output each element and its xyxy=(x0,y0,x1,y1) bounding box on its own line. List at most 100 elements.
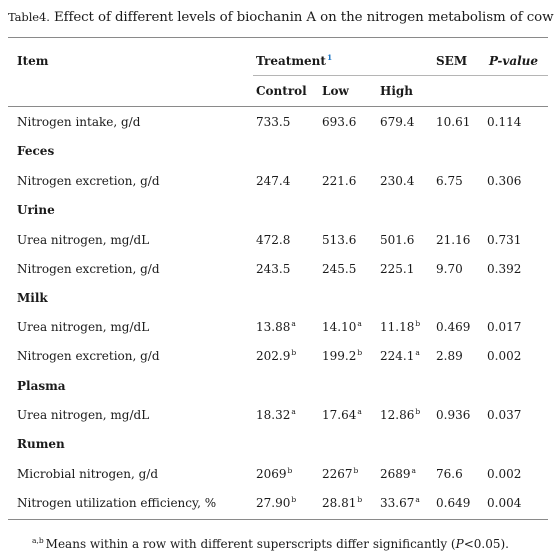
cell-value: 733.5 xyxy=(256,115,291,129)
significance-superscript: b xyxy=(415,407,421,416)
cell-low: 17.64a xyxy=(322,408,362,422)
cell-sem: 10.61 xyxy=(436,115,470,129)
cell-value: 225.1 xyxy=(380,262,415,276)
cell-p: 0.017 xyxy=(487,320,521,334)
row-label: Nitrogen intake, g/d xyxy=(17,115,140,129)
cell-sem: 21.16 xyxy=(436,233,470,247)
cell-value: 513.6 xyxy=(322,233,357,247)
cell-control: 472.8 xyxy=(256,233,290,247)
cell-low: 199.2b xyxy=(322,349,362,363)
cell-value: 243.5 xyxy=(256,262,291,276)
significance-superscript: a xyxy=(415,348,420,357)
cell-sem: 9.70 xyxy=(436,262,463,276)
cell-high: 224.1a xyxy=(380,349,420,363)
treatment-subrule xyxy=(253,75,548,76)
footnote-marks: a,b xyxy=(32,536,44,545)
header-low: Low xyxy=(322,84,349,98)
significance-superscript: b xyxy=(353,466,359,475)
significance-superscript: a xyxy=(411,466,417,475)
cell-value: 10.61 xyxy=(436,115,471,129)
cell-value: 247.4 xyxy=(256,174,291,188)
cell-p: 0.114 xyxy=(487,115,521,129)
cell-value: 76.6 xyxy=(436,467,463,481)
cell-value: 2069 xyxy=(256,467,287,481)
row-label: Urea nitrogen, mg/dL xyxy=(17,320,149,334)
cell-low: 513.6 xyxy=(322,233,356,247)
cell-sem: 76.6 xyxy=(436,467,463,481)
cell-value: 224.1 xyxy=(380,349,415,363)
section-heading: Urine xyxy=(17,203,55,217)
table-caption: Table4. Effect of different levels of bi… xyxy=(8,10,554,25)
row-label: Nitrogen excretion, g/d xyxy=(17,262,160,276)
footnote-text-1: Means within a row with different supers… xyxy=(45,537,456,551)
cell-value: 199.2 xyxy=(322,349,357,363)
cell-value: 501.6 xyxy=(380,233,415,247)
cell-value: 0.002 xyxy=(487,349,522,363)
cell-value: 2267 xyxy=(322,467,353,481)
cell-sem: 0.649 xyxy=(436,496,470,510)
cell-value: Nitrogen excretion, g/d xyxy=(17,174,160,188)
cell-value: 2689 xyxy=(380,467,411,481)
cell-high: 679.4 xyxy=(380,115,414,129)
cell-value: 0.392 xyxy=(487,262,522,276)
bottom-rule xyxy=(8,519,548,520)
header-high: High xyxy=(380,84,414,98)
cell-value: 472.8 xyxy=(256,233,291,247)
cell-value: 693.6 xyxy=(322,115,357,129)
cell-value: 230.4 xyxy=(380,174,415,188)
cell-control: 27.90b xyxy=(256,496,296,510)
section-heading: Rumen xyxy=(17,437,65,451)
cell-value: 0.002 xyxy=(487,467,522,481)
cell-control: 733.5 xyxy=(256,115,290,129)
cell-value: 0.936 xyxy=(436,408,471,422)
row-label: Microbial nitrogen, g/d xyxy=(17,467,158,481)
cell-p: 0.392 xyxy=(487,262,521,276)
cell-value: 0.017 xyxy=(487,320,522,334)
cell-value: 13.88 xyxy=(256,320,291,334)
cell-value: 14.10 xyxy=(322,320,357,334)
cell-control: 2069b xyxy=(256,467,292,481)
header-pvalue: P-value xyxy=(489,54,539,68)
cell-value: Nitrogen utilization efficiency, % xyxy=(17,496,217,510)
row-label: Nitrogen excretion, g/d xyxy=(17,174,160,188)
header-rule xyxy=(8,106,548,107)
cell-value: 0.037 xyxy=(487,408,522,422)
cell-control: 202.9b xyxy=(256,349,296,363)
footnote-p-symbol: P xyxy=(455,537,464,551)
cell-high: 2689a xyxy=(380,467,416,481)
cell-value: 221.6 xyxy=(322,174,357,188)
cell-low: 221.6 xyxy=(322,174,356,188)
cell-control: 18.32a xyxy=(256,408,296,422)
cell-value: 0.731 xyxy=(487,233,522,247)
significance-superscript: a xyxy=(291,407,296,416)
caption-text: Effect of different levels of biochanin … xyxy=(53,10,554,25)
cell-value: Nitrogen excretion, g/d xyxy=(17,349,160,363)
cell-value: 0.649 xyxy=(436,496,471,510)
cell-value: 21.16 xyxy=(436,233,471,247)
row-label: Nitrogen utilization efficiency, % xyxy=(17,496,216,510)
top-rule xyxy=(8,37,548,38)
cell-high: 11.18b xyxy=(380,320,420,334)
row-label: Urea nitrogen, mg/dL xyxy=(17,233,149,247)
significance-superscript: b xyxy=(291,495,297,504)
header-treatment: Treatment1 xyxy=(256,54,332,68)
row-label: Nitrogen excretion, g/d xyxy=(17,349,160,363)
significance-superscript: b xyxy=(357,348,363,357)
cell-value: 11.18 xyxy=(380,320,415,334)
cell-value: 245.5 xyxy=(322,262,357,276)
cell-value: 0.114 xyxy=(487,115,522,129)
cell-value: 27.90 xyxy=(256,496,291,510)
cell-p: 0.002 xyxy=(487,349,521,363)
header-sem: SEM xyxy=(436,54,468,68)
cell-value: 17.64 xyxy=(322,408,357,422)
header-item: Item xyxy=(17,54,49,68)
row-label: Urea nitrogen, mg/dL xyxy=(17,408,149,422)
significance-superscript: a xyxy=(291,319,296,328)
cell-sem: 2.89 xyxy=(436,349,463,363)
significance-superscript: b xyxy=(287,466,293,475)
cell-low: 2267b xyxy=(322,467,358,481)
cell-sem: 0.469 xyxy=(436,320,470,334)
cell-low: 245.5 xyxy=(322,262,356,276)
cell-value: Nitrogen intake, g/d xyxy=(17,115,141,129)
header-treatment-label: Treatment xyxy=(256,54,326,68)
